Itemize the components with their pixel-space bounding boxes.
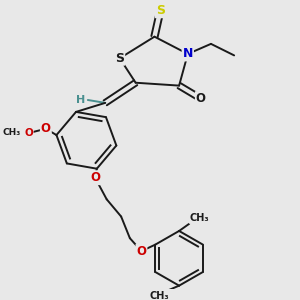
Text: O: O <box>90 171 100 184</box>
Text: CH₃: CH₃ <box>149 291 169 300</box>
Text: O: O <box>41 122 51 135</box>
Text: S: S <box>115 52 124 65</box>
Text: CH₃: CH₃ <box>3 128 21 137</box>
Text: N: N <box>183 47 193 60</box>
Text: O: O <box>196 92 206 105</box>
Text: O: O <box>136 244 146 258</box>
Text: CH₃: CH₃ <box>190 213 209 223</box>
Text: S: S <box>156 4 165 17</box>
Text: O: O <box>24 128 33 138</box>
Text: H: H <box>76 95 85 105</box>
